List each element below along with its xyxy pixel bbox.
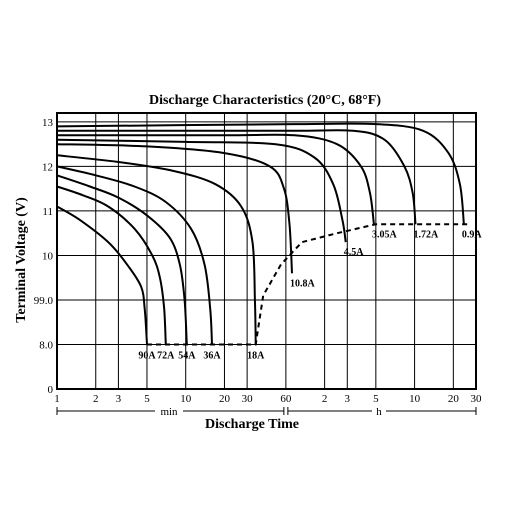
discharge-curve-90a — [56, 205, 148, 345]
y-tick-label: 11 — [42, 206, 53, 218]
data-labels: 90A 72A 54A 36A 18A 10.8A 4.5A 3.05A 1.72A 0.9A — [138, 229, 482, 361]
y-tick-label: 0 — [48, 384, 54, 396]
x-tick-label: 10 — [180, 393, 192, 405]
discharge-curves — [56, 122, 465, 345]
x-tick-label: 2 — [93, 393, 99, 405]
discharge-curve-3-05a — [57, 133, 375, 225]
series-label: 1.72A — [414, 229, 440, 240]
x-tick-label: 10 — [409, 393, 421, 405]
y-tick-label: 8.0 — [39, 339, 53, 351]
discharge-curve-36a — [56, 165, 213, 345]
y-tick-label: 12 — [42, 161, 53, 173]
discharge-curve-0-9a — [56, 122, 465, 225]
x-tick-label: 30 — [471, 393, 483, 405]
x-tick-label: 20 — [448, 393, 460, 405]
series-label: 4.5A — [344, 247, 365, 258]
x-tick-label: 3 — [345, 393, 351, 405]
unit-label-bg — [155, 405, 183, 417]
series-label: 18A — [247, 350, 265, 361]
y-axis-label: Terminal Voltage (V) — [14, 197, 29, 323]
series-label: 10.8A — [290, 278, 316, 289]
x-tick-label: 30 — [242, 393, 254, 405]
discharge-curve-4-5a — [56, 138, 347, 243]
x-tick-label: 1 — [54, 393, 60, 405]
series-label: 90A — [138, 350, 156, 361]
grid — [56, 112, 477, 390]
minutes-unit-label: min — [160, 406, 178, 418]
x-tick-label: 2 — [322, 393, 328, 405]
y-tick-label: 99.0 — [34, 295, 54, 307]
discharge-curve-18a — [56, 154, 257, 345]
series-label: 0.9A — [462, 229, 483, 240]
y-tick-label: 10 — [42, 250, 54, 262]
x-tick-label: 60 — [280, 393, 292, 405]
x-tick-label: 3 — [116, 393, 122, 405]
series-label: 72A — [157, 350, 175, 361]
x-tick-label: 5 — [373, 393, 379, 405]
x-axis-label: Discharge Time — [205, 417, 299, 432]
cutoff-dashed-line — [147, 223, 470, 346]
discharge-curve-72a — [56, 185, 167, 345]
x-tick-label: 20 — [219, 393, 231, 405]
series-label: 54A — [178, 350, 196, 361]
series-label: 3.05A — [372, 229, 398, 240]
cutoff-voltage-line — [147, 223, 470, 346]
y-tick-label: 13 — [42, 117, 54, 129]
plot-frame — [56, 112, 477, 390]
x-tick-label: 5 — [144, 393, 150, 405]
discharge-curve-10-8a — [56, 143, 293, 274]
discharge-curve-1-72a — [57, 129, 417, 225]
series-label: 36A — [203, 350, 221, 361]
unit-label-bg — [372, 405, 386, 417]
hours-unit-label: h — [376, 406, 382, 418]
time-unit-bracket: min h — [56, 405, 477, 418]
discharge-curve-54a — [56, 174, 188, 345]
chart-title: Discharge Characteristics (20°C, 68°F) — [149, 93, 381, 108]
